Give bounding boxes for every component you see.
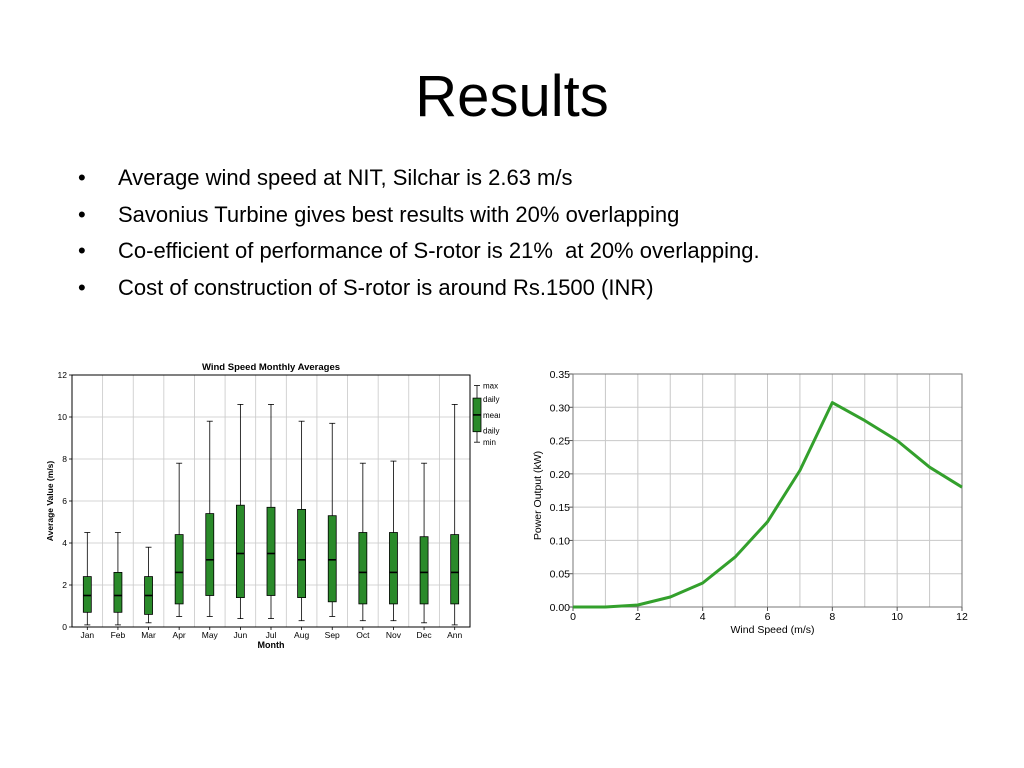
- x-tick-label: 10: [891, 611, 903, 623]
- y-tick-label: 0.35: [550, 369, 571, 381]
- legend-label: daily high: [483, 395, 500, 404]
- x-axis-label: Wind Speed (m/s): [730, 624, 814, 636]
- bullet-text: Average wind speed at NIT, Silchar is 2.…: [118, 165, 573, 190]
- x-tick-label: Aug: [294, 630, 309, 640]
- y-tick-label: 0.00: [550, 602, 571, 614]
- x-axis-label: Month: [258, 640, 285, 650]
- box: [235, 504, 245, 598]
- x-tick-label: Ann: [447, 630, 462, 640]
- bullet-list: • Average wind speed at NIT, Silchar is 2…: [78, 160, 760, 306]
- bullet-item: • Cost of construction of S-rotor is arou…: [78, 270, 760, 307]
- y-tick-label: 0.20: [550, 469, 571, 481]
- bullet-text: Savonius Turbine gives best results with…: [118, 201, 680, 227]
- bullet-marker: •: [78, 274, 86, 300]
- bullet-text: Cost of construction of S-rotor is aroun…: [118, 274, 654, 300]
- y-tick-label: 6: [62, 496, 67, 506]
- box: [297, 508, 307, 598]
- bullet-item: • Savonius Turbine gives best results wit…: [78, 197, 760, 234]
- box: [205, 513, 215, 596]
- x-tick-label: 2: [635, 611, 641, 623]
- legend-label: daily low: [483, 427, 500, 436]
- bullet-marker: •: [78, 201, 86, 227]
- y-tick-label: 0.30: [550, 402, 571, 414]
- y-tick-label: 0.05: [550, 569, 571, 581]
- y-tick-label: 8: [62, 454, 67, 464]
- chart-title: Wind Speed Monthly Averages: [202, 362, 340, 373]
- y-tick-label: 10: [58, 412, 68, 422]
- x-tick-label: 8: [829, 611, 835, 623]
- power-curve: [573, 401, 963, 609]
- x-tick-label: Jun: [234, 630, 248, 640]
- box: [113, 571, 123, 613]
- x-tick-label: Nov: [386, 630, 402, 640]
- y-tick-label: 12: [58, 370, 68, 380]
- bullet-marker: •: [78, 165, 86, 190]
- slide-title: Results: [415, 64, 609, 129]
- box: [358, 532, 368, 605]
- box: [419, 536, 429, 605]
- x-tick-label: May: [202, 630, 219, 640]
- wind-speed-box-chart: Wind Speed Monthly Averages 0 2 4 6 8 10 12 Jan F…: [45, 362, 500, 650]
- x-tick-label: Feb: [111, 630, 126, 640]
- y-axis-label: Average Value (m/s): [45, 461, 55, 542]
- y-tick-label: 2: [62, 580, 67, 590]
- x-tick-label: Jan: [80, 630, 94, 640]
- box: [327, 515, 337, 603]
- y-axis-label: Power Output (kW): [532, 451, 544, 540]
- bullet-item: • Average wind speed at NIT, Silchar is 2…: [78, 160, 760, 197]
- legend-label: min: [483, 438, 496, 447]
- legend-label: max: [483, 382, 498, 391]
- legend-label: mean: [483, 411, 500, 420]
- y-tick-label: 4: [62, 538, 67, 548]
- x-tick-label: Apr: [173, 630, 186, 640]
- y-tick-label: 0.15: [550, 502, 571, 514]
- bullet-text: Co-efficient of performance of S-rotor i…: [118, 238, 760, 263]
- box: [82, 576, 92, 613]
- x-tick-label: Sep: [325, 630, 340, 640]
- box: [266, 506, 276, 596]
- y-tick-label: 0: [62, 622, 67, 632]
- x-tick-label: 12: [956, 611, 968, 623]
- x-tick-label: Dec: [417, 630, 433, 640]
- bullet-item: • Co-efficient of performance of S-rotor …: [78, 233, 760, 270]
- y-tick-label: 0.25: [550, 436, 571, 448]
- x-tick-label: 6: [765, 611, 771, 623]
- x-tick-label: 4: [700, 611, 706, 623]
- x-tick-label: Jul: [266, 630, 277, 640]
- box: [389, 532, 398, 605]
- y-tick-label: 0.10: [550, 535, 571, 547]
- power-output-line-chart: 0.00 0.05 0.10 0.15 0.20 0.25 0.30 0.35 0 2 4 6 8 10 1…: [532, 369, 968, 636]
- box: [174, 534, 184, 605]
- x-tick-label: Oct: [356, 630, 370, 640]
- box: [450, 534, 460, 605]
- x-tick-label: Mar: [141, 630, 156, 640]
- bullet-marker: •: [78, 238, 86, 263]
- x-tick-label: 0: [570, 611, 576, 623]
